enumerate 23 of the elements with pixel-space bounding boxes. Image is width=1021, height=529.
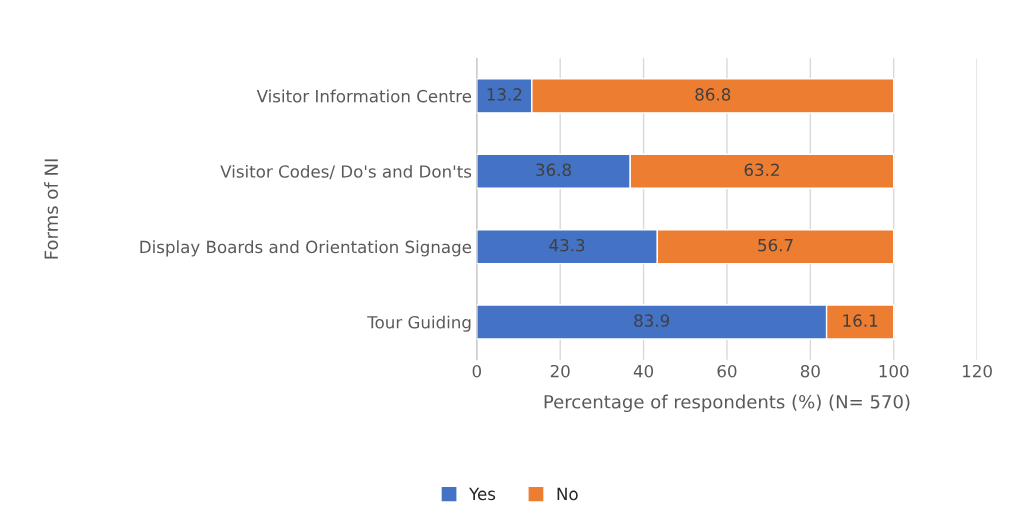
data-label: 83.9 [634,314,670,327]
x-tick-label: 80 [800,364,820,378]
x-tick-label: 40 [633,364,654,378]
y-tick-label: Tour Guiding [367,315,471,332]
data-label: 13.2 [487,88,522,101]
data-label: 86.8 [695,88,731,101]
data-label: 43.3 [549,238,585,252]
x-tick-label: 0 [472,364,481,378]
data-label: 56.7 [758,238,793,252]
x-tick-label: 100 [879,364,909,378]
y-axis-title: Forms of NI [44,159,59,259]
x-axis-title: Percentage of respondents (%) (N= 570) [544,394,910,413]
x-tick-label: 60 [717,364,737,378]
data-label: 63.2 [744,163,779,177]
data-label: 36.8 [536,163,571,177]
y-tick-label: Display Boards and Orientation Signage [140,240,472,257]
y-tick-label: Visitor Information Centre [256,89,472,103]
data-label: 16.1 [843,314,878,327]
legend-label: No [557,487,578,501]
legend-label: Yes [469,487,496,501]
x-tick-label: 20 [550,364,570,378]
y-tick-label: Visitor Codes/ Do's and Don'ts [220,164,472,180]
x-tick-label: 120 [963,364,992,378]
